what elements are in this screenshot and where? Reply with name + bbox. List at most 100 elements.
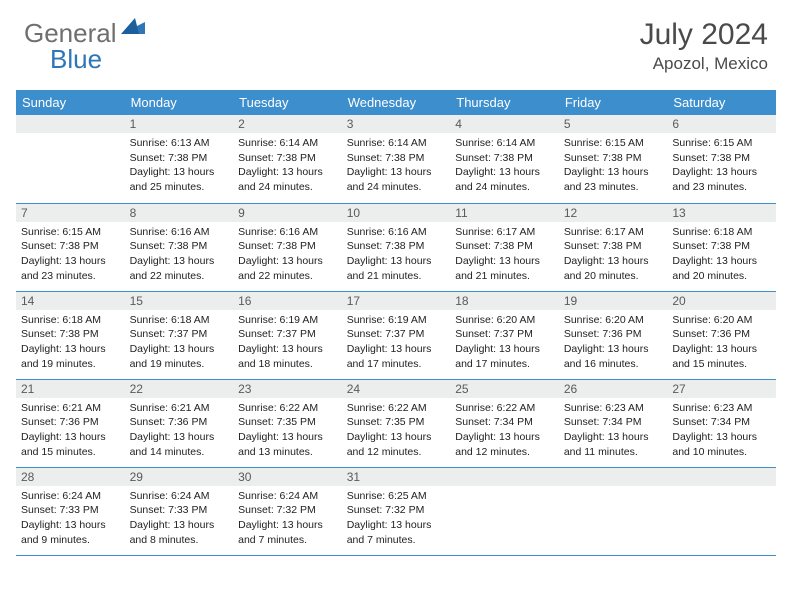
calendar-day-cell: 22Sunrise: 6:21 AMSunset: 7:36 PMDayligh… [125, 379, 234, 467]
day-data-line: Sunrise: 6:15 AM [21, 225, 120, 240]
day-data-line: Sunset: 7:37 PM [347, 327, 446, 342]
day-data-line: and 13 minutes. [238, 445, 337, 460]
day-number: 15 [125, 292, 234, 310]
calendar-day-cell: 29Sunrise: 6:24 AMSunset: 7:33 PMDayligh… [125, 467, 234, 555]
logo-word-2: Blue [50, 44, 102, 74]
day-data-line: Sunrise: 6:14 AM [455, 136, 554, 151]
calendar-week-row: 1Sunrise: 6:13 AMSunset: 7:38 PMDaylight… [16, 115, 776, 203]
day-data-line: and 18 minutes. [238, 357, 337, 372]
day-data-line: Sunrise: 6:21 AM [21, 401, 120, 416]
day-number: 28 [16, 468, 125, 486]
calendar-day-cell: 4Sunrise: 6:14 AMSunset: 7:38 PMDaylight… [450, 115, 559, 203]
day-data: Sunrise: 6:22 AMSunset: 7:35 PMDaylight:… [233, 398, 342, 464]
day-data-line: Sunset: 7:36 PM [672, 327, 771, 342]
day-data-line: Daylight: 13 hours [564, 165, 663, 180]
day-data-line: Sunrise: 6:15 AM [564, 136, 663, 151]
day-data-line: Sunrise: 6:15 AM [672, 136, 771, 151]
day-data-line: Sunset: 7:38 PM [564, 239, 663, 254]
day-data-line: and 19 minutes. [130, 357, 229, 372]
calendar-day-cell: 6Sunrise: 6:15 AMSunset: 7:38 PMDaylight… [667, 115, 776, 203]
day-data-line: Sunset: 7:36 PM [564, 327, 663, 342]
calendar-day-cell: 31Sunrise: 6:25 AMSunset: 7:32 PMDayligh… [342, 467, 451, 555]
calendar-week-row: 14Sunrise: 6:18 AMSunset: 7:38 PMDayligh… [16, 291, 776, 379]
day-data-line: and 24 minutes. [455, 180, 554, 195]
day-number: 5 [559, 115, 668, 133]
day-data: Sunrise: 6:25 AMSunset: 7:32 PMDaylight:… [342, 486, 451, 552]
calendar-day-cell: 16Sunrise: 6:19 AMSunset: 7:37 PMDayligh… [233, 291, 342, 379]
day-data-line: Sunset: 7:35 PM [347, 415, 446, 430]
location-label: Apozol, Mexico [640, 54, 768, 74]
calendar-day-cell: 9Sunrise: 6:16 AMSunset: 7:38 PMDaylight… [233, 203, 342, 291]
day-number: 8 [125, 204, 234, 222]
day-data-line: Sunrise: 6:24 AM [21, 489, 120, 504]
calendar-day-cell: 23Sunrise: 6:22 AMSunset: 7:35 PMDayligh… [233, 379, 342, 467]
calendar-day-cell: 12Sunrise: 6:17 AMSunset: 7:38 PMDayligh… [559, 203, 668, 291]
empty-day-number [450, 468, 559, 486]
header: General July 2024 Apozol, Mexico [0, 0, 792, 84]
day-data: Sunrise: 6:20 AMSunset: 7:36 PMDaylight:… [559, 310, 668, 376]
day-number: 13 [667, 204, 776, 222]
day-data-line: Daylight: 13 hours [21, 430, 120, 445]
day-data-line: Daylight: 13 hours [347, 165, 446, 180]
day-number: 16 [233, 292, 342, 310]
calendar-day-cell: 25Sunrise: 6:22 AMSunset: 7:34 PMDayligh… [450, 379, 559, 467]
day-data-line: Sunrise: 6:22 AM [238, 401, 337, 416]
calendar-day-cell: 27Sunrise: 6:23 AMSunset: 7:34 PMDayligh… [667, 379, 776, 467]
day-data-line: Sunset: 7:38 PM [347, 151, 446, 166]
day-data-line: Sunset: 7:38 PM [455, 151, 554, 166]
title-area: July 2024 Apozol, Mexico [640, 18, 768, 74]
day-data-line: and 24 minutes. [238, 180, 337, 195]
day-data: Sunrise: 6:16 AMSunset: 7:38 PMDaylight:… [233, 222, 342, 288]
day-number: 9 [233, 204, 342, 222]
day-data-line: Sunrise: 6:16 AM [130, 225, 229, 240]
day-data-line: Sunset: 7:38 PM [130, 239, 229, 254]
day-data-line: Daylight: 13 hours [130, 254, 229, 269]
day-data-line: Sunset: 7:38 PM [455, 239, 554, 254]
day-data-line: Sunset: 7:38 PM [347, 239, 446, 254]
calendar-day-cell: 5Sunrise: 6:15 AMSunset: 7:38 PMDaylight… [559, 115, 668, 203]
day-data-line: Daylight: 13 hours [455, 342, 554, 357]
day-data: Sunrise: 6:14 AMSunset: 7:38 PMDaylight:… [342, 133, 451, 199]
logo-mark-icon [121, 18, 147, 41]
calendar-day-cell [450, 467, 559, 555]
weekday-header: Tuesday [233, 90, 342, 115]
day-data: Sunrise: 6:22 AMSunset: 7:34 PMDaylight:… [450, 398, 559, 464]
day-data-line: and 23 minutes. [21, 269, 120, 284]
day-data-line: Sunset: 7:38 PM [21, 327, 120, 342]
day-data-line: and 17 minutes. [347, 357, 446, 372]
day-data: Sunrise: 6:14 AMSunset: 7:38 PMDaylight:… [450, 133, 559, 199]
day-data-line: Sunrise: 6:17 AM [564, 225, 663, 240]
day-number: 29 [125, 468, 234, 486]
day-number: 31 [342, 468, 451, 486]
day-data-line: Sunset: 7:36 PM [130, 415, 229, 430]
day-data-line: Sunset: 7:38 PM [238, 239, 337, 254]
calendar-day-cell [559, 467, 668, 555]
day-data-line: Daylight: 13 hours [238, 518, 337, 533]
day-data: Sunrise: 6:18 AMSunset: 7:38 PMDaylight:… [16, 310, 125, 376]
day-data: Sunrise: 6:20 AMSunset: 7:37 PMDaylight:… [450, 310, 559, 376]
day-data: Sunrise: 6:19 AMSunset: 7:37 PMDaylight:… [342, 310, 451, 376]
day-data-line: and 16 minutes. [564, 357, 663, 372]
day-data-line: Sunset: 7:34 PM [564, 415, 663, 430]
calendar-day-cell: 11Sunrise: 6:17 AMSunset: 7:38 PMDayligh… [450, 203, 559, 291]
day-data-line: Sunrise: 6:22 AM [455, 401, 554, 416]
calendar-day-cell [16, 115, 125, 203]
day-data-line: Daylight: 13 hours [347, 254, 446, 269]
day-data: Sunrise: 6:22 AMSunset: 7:35 PMDaylight:… [342, 398, 451, 464]
day-data-line: Daylight: 13 hours [672, 342, 771, 357]
day-data: Sunrise: 6:14 AMSunset: 7:38 PMDaylight:… [233, 133, 342, 199]
day-data: Sunrise: 6:24 AMSunset: 7:33 PMDaylight:… [125, 486, 234, 552]
day-data-line: Sunrise: 6:18 AM [672, 225, 771, 240]
day-data: Sunrise: 6:15 AMSunset: 7:38 PMDaylight:… [559, 133, 668, 199]
empty-day-number [559, 468, 668, 486]
day-data-line: Sunrise: 6:25 AM [347, 489, 446, 504]
day-data-line: Sunset: 7:35 PM [238, 415, 337, 430]
calendar-table: Sunday Monday Tuesday Wednesday Thursday… [16, 90, 776, 556]
calendar-day-cell: 2Sunrise: 6:14 AMSunset: 7:38 PMDaylight… [233, 115, 342, 203]
day-data-line: Daylight: 13 hours [21, 342, 120, 357]
day-data-line: Daylight: 13 hours [672, 430, 771, 445]
day-data-line: Sunrise: 6:18 AM [21, 313, 120, 328]
day-data-line: Sunset: 7:38 PM [672, 151, 771, 166]
day-data-line: and 14 minutes. [130, 445, 229, 460]
day-number: 25 [450, 380, 559, 398]
